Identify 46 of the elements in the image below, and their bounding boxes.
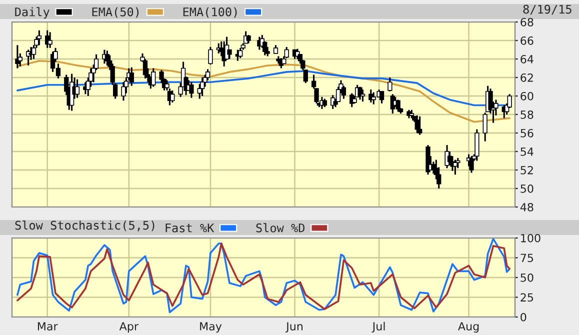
candlestick xyxy=(295,48,300,60)
legend-label: Slow %D xyxy=(256,223,304,232)
x-tick-label: Jun xyxy=(286,322,303,333)
candlestick xyxy=(208,46,213,66)
y-tick-label: 100 xyxy=(521,234,540,242)
candlestick xyxy=(418,116,422,136)
y-tick-label: 66 xyxy=(520,36,534,45)
y-tick-label: 48 xyxy=(520,202,534,212)
legend-label: Fast %K xyxy=(166,224,214,232)
y-tick-label: 64 xyxy=(520,54,534,64)
y-tick-label: 52 xyxy=(520,166,533,174)
candlestick xyxy=(121,81,126,102)
y-tick-label: 54 xyxy=(520,148,534,156)
candlestick xyxy=(358,86,362,100)
text: 8/19/15 xyxy=(523,4,572,15)
x-tick-label: Aug xyxy=(458,322,479,333)
candlestick xyxy=(189,81,194,99)
y-tick-label: 0 xyxy=(520,312,526,322)
candlestick xyxy=(48,31,52,49)
candlestick xyxy=(170,90,175,104)
x-tick-label: Mar xyxy=(38,322,58,330)
y-tick-label: 60 xyxy=(520,92,534,100)
candlestick xyxy=(371,92,376,106)
candlestick xyxy=(360,88,366,102)
chart-title: Slow Stochastic(5,5) xyxy=(15,220,154,232)
candlestick xyxy=(474,128,480,162)
legend-label: EMA(100) xyxy=(183,7,237,18)
y-tick-label: 25 xyxy=(520,293,534,302)
candlestick xyxy=(227,48,232,60)
y-tick-label: 75 xyxy=(520,254,534,262)
candlestick xyxy=(200,76,205,97)
x-tick-label: May xyxy=(200,322,222,333)
legend-label: EMA(50) xyxy=(92,7,139,18)
y-tick-label: 50 xyxy=(520,184,534,193)
x-tick-label: Apr xyxy=(119,322,139,333)
candlestick xyxy=(104,50,110,66)
x-tick-label: Jul xyxy=(372,322,385,333)
legend-label: Daily xyxy=(15,7,50,19)
y-tick-label: 50 xyxy=(520,273,534,282)
y-tick-label: 62 xyxy=(520,73,533,82)
candlestick xyxy=(452,159,458,176)
y-tick-label: 68 xyxy=(520,18,534,26)
candlestick xyxy=(238,47,243,59)
candlestick xyxy=(388,76,392,92)
y-tick-label: 58 xyxy=(520,110,534,119)
y-tick-label: 56 xyxy=(520,128,534,138)
